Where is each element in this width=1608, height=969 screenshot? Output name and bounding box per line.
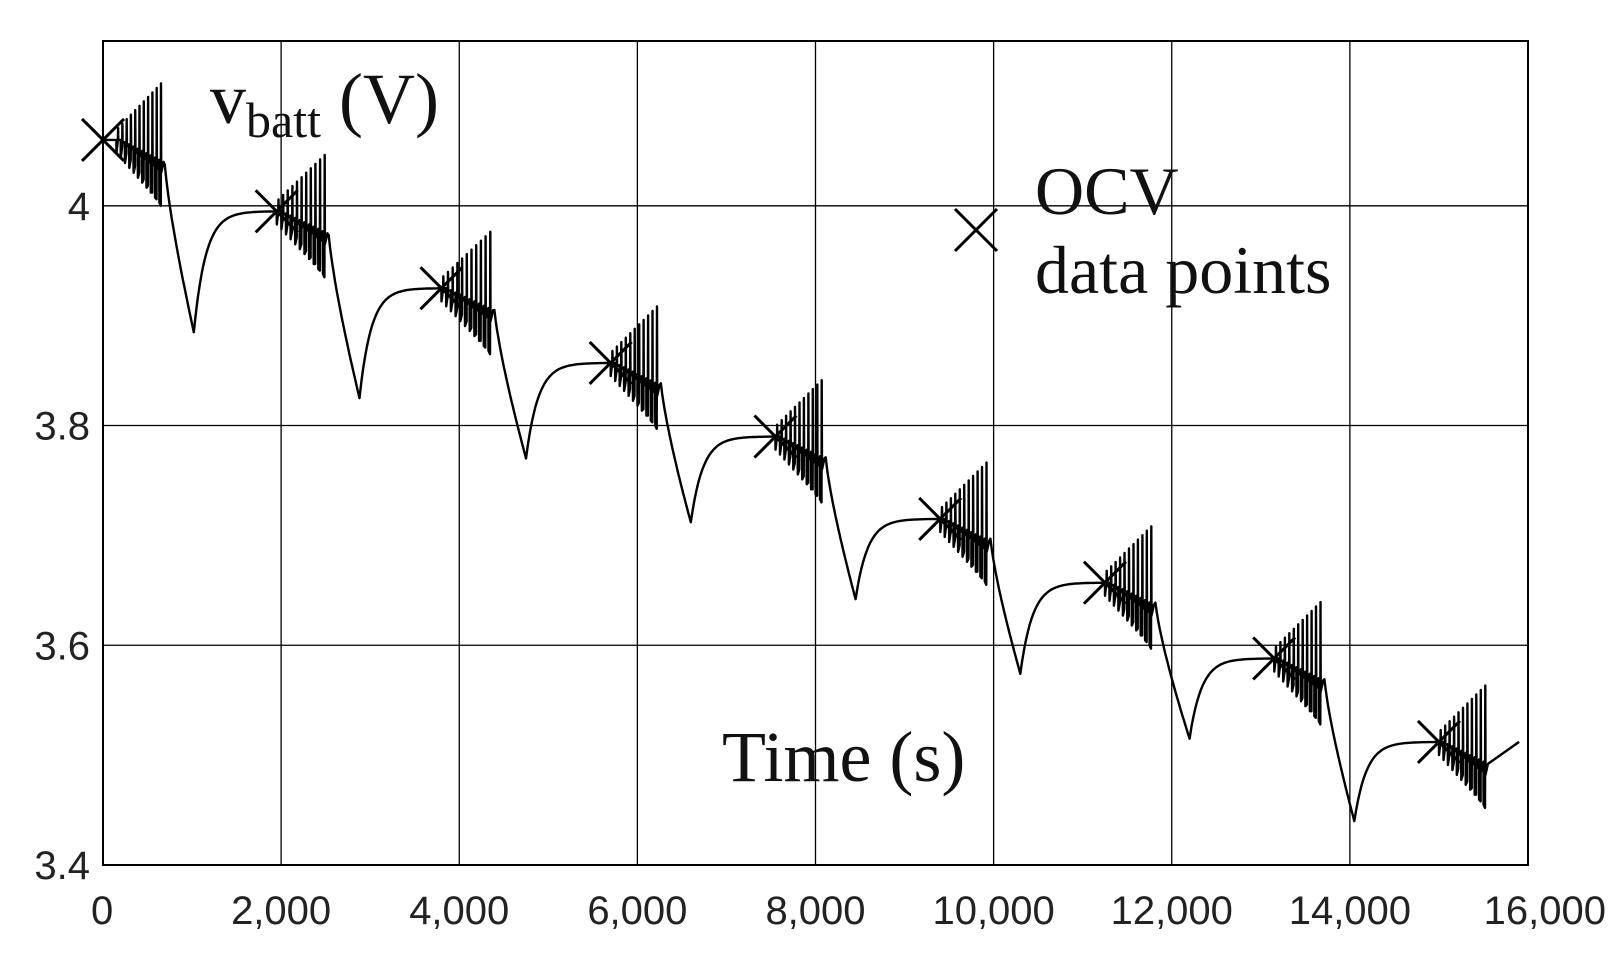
x-tick-label: 6,000 bbox=[587, 889, 687, 933]
x-tick-label: 10,000 bbox=[932, 889, 1054, 933]
x-tick-label: 12,000 bbox=[1111, 889, 1233, 933]
ocv-point-marker bbox=[419, 266, 464, 311]
y-axis-label-main: v bbox=[210, 59, 246, 139]
y-axis-ticks: 3.4 3.6 3.8 4 bbox=[34, 185, 90, 888]
x-tick-label: 4,000 bbox=[409, 889, 509, 933]
x-tick-label: 2,000 bbox=[231, 889, 331, 933]
x-axis-ticks: 0 2,000 4,000 6,000 8,000 10,000 12,000 14,000 1… bbox=[91, 889, 1606, 933]
y-axis-label: vbatt (V) bbox=[210, 59, 439, 148]
x-tick-label: 14,000 bbox=[1289, 889, 1411, 933]
y-tick-label: 4 bbox=[68, 185, 90, 229]
legend-label-line2: data points bbox=[1035, 232, 1332, 308]
legend: OCV data points bbox=[953, 153, 1332, 308]
ocv-markers bbox=[80, 117, 1461, 765]
ocv-point-marker bbox=[254, 189, 299, 234]
ocv-point-marker bbox=[753, 414, 798, 459]
ocv-point-marker bbox=[918, 496, 963, 541]
x-tick-label: 16,000 bbox=[1484, 889, 1606, 933]
x-tick-label: 8,000 bbox=[765, 889, 865, 933]
x-axis-label: Time (s) bbox=[722, 717, 965, 797]
ocv-point-marker bbox=[1082, 560, 1128, 605]
y-tick-label: 3.4 bbox=[34, 844, 90, 888]
y-tick-label: 3.8 bbox=[34, 405, 90, 449]
y-axis-label-sub: batt bbox=[246, 92, 321, 148]
ocv-point-marker bbox=[588, 340, 633, 385]
ocv-point-marker bbox=[1416, 719, 1461, 765]
y-axis-label-unit: (V) bbox=[321, 59, 439, 139]
legend-marker-icon bbox=[953, 207, 999, 253]
plot-frame bbox=[102, 40, 1529, 866]
series-area bbox=[102, 82, 1520, 823]
x-tick-label: 0 bbox=[91, 889, 113, 933]
y-tick-label: 3.6 bbox=[34, 624, 90, 668]
legend-label-line1: OCV bbox=[1035, 153, 1179, 229]
grid bbox=[103, 41, 1528, 865]
vbatt-series-line bbox=[102, 82, 1520, 823]
ocv-point-marker bbox=[1252, 636, 1297, 681]
